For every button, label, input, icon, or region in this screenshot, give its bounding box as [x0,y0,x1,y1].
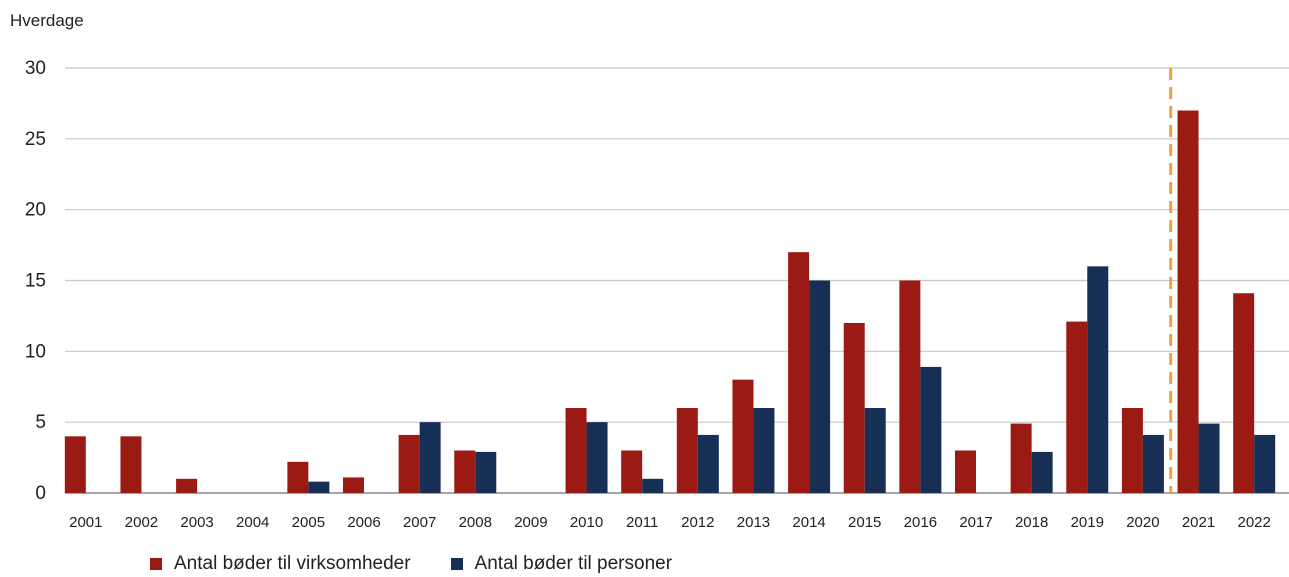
bar-virksomheder-2011 [621,450,643,493]
bar-virksomheder-2021 [1177,110,1199,493]
x-tick-2010: 2010 [570,514,603,531]
y-tick-30: 30 [25,58,46,79]
bar-virksomheder-2008 [454,450,476,493]
x-tick-2020: 2020 [1126,514,1159,531]
x-tick-2001: 2001 [69,514,102,531]
bar-personer-2022 [1254,434,1276,493]
bar-personer-2014 [809,280,831,493]
bar-personer-2012 [697,434,719,493]
bar-personer-2007 [419,422,441,493]
x-tick-2016: 2016 [904,514,937,531]
bar-personer-2018 [1031,451,1053,493]
bar-personer-2016 [920,366,942,493]
x-tick-2019: 2019 [1071,514,1104,531]
y-tick-15: 15 [25,271,46,292]
x-tick-2009: 2009 [514,514,547,531]
bar-personer-2015 [864,408,886,493]
x-tick-2004: 2004 [236,514,269,531]
x-tick-labels: 2001 2002 2003 2004 2005 2006 2007 2008 2009 2010… [69,514,1271,531]
bar-personer-2013 [753,408,775,493]
bar-virksomheder-2020 [1121,408,1143,493]
bar-personer-2021 [1198,423,1220,493]
y-axis-label: Hverdage [10,11,84,30]
x-tick-2015: 2015 [848,514,881,531]
bar-virksomheder-2002 [120,436,142,493]
x-tick-2013: 2013 [737,514,770,531]
y-tick-20: 20 [25,200,46,221]
bar-virksomheder-2012 [676,408,698,493]
legend-label-virksomheder: Antal bøder til virksomheder [174,553,411,574]
x-tick-2018: 2018 [1015,514,1048,531]
legend: Antal bøder til virksomheder Antal bøder… [150,553,672,575]
bar-virksomheder-2006 [343,477,364,493]
bar-virksomheder-2014 [788,252,810,493]
bar-virksomheder-2005 [287,461,309,493]
x-tick-2022: 2022 [1237,514,1270,531]
bar-personer-2011 [642,478,664,493]
bar-virksomheder-2016 [899,280,921,493]
x-tick-2014: 2014 [792,514,825,531]
legend-swatch-personer [450,558,463,570]
legend-label-personer: Antal bøder til personer [474,553,673,574]
x-tick-2003: 2003 [180,514,213,531]
bar-virksomheder-2001 [64,436,86,493]
bar-virksomheder-2015 [843,323,865,493]
bar-personer-2020 [1142,434,1164,493]
bar-virksomheder-2017 [955,450,976,493]
x-tick-2002: 2002 [125,514,158,531]
y-tick-5: 5 [35,412,46,433]
bar-virksomheder-2022 [1233,293,1255,493]
bar-virksomheder-2013 [732,379,754,493]
x-tick-2017: 2017 [959,514,992,531]
legend-swatch-virksomheder [150,558,162,570]
legend-item-personer: Antal bøder til personer [450,553,673,575]
x-tick-2005: 2005 [292,514,325,531]
bar-personer-2008 [475,451,497,493]
x-tick-2006: 2006 [347,514,380,531]
bars [64,110,1276,493]
bar-virksomheder-2010 [565,408,587,493]
x-tick-2007: 2007 [403,514,436,531]
y-tick-labels: 0 5 10 15 20 25 30 [25,58,46,504]
bar-personer-2005 [308,481,330,493]
y-tick-25: 25 [25,129,46,150]
legend-item-virksomheder: Antal bøder til virksomheder [150,553,411,575]
bar-virksomheder-2019 [1066,321,1088,493]
y-tick-10: 10 [25,341,46,362]
x-tick-2011: 2011 [626,514,658,531]
bar-virksomheder-2018 [1010,423,1032,493]
x-tick-2012: 2012 [681,514,714,531]
x-tick-2021: 2021 [1182,514,1215,531]
y-tick-0: 0 [35,483,46,504]
bar-personer-2010 [586,422,608,493]
x-tick-2008: 2008 [459,514,492,531]
bar-virksomheder-2003 [176,478,198,493]
bar-virksomheder-2007 [398,434,420,493]
bar-personer-2019 [1087,266,1109,493]
